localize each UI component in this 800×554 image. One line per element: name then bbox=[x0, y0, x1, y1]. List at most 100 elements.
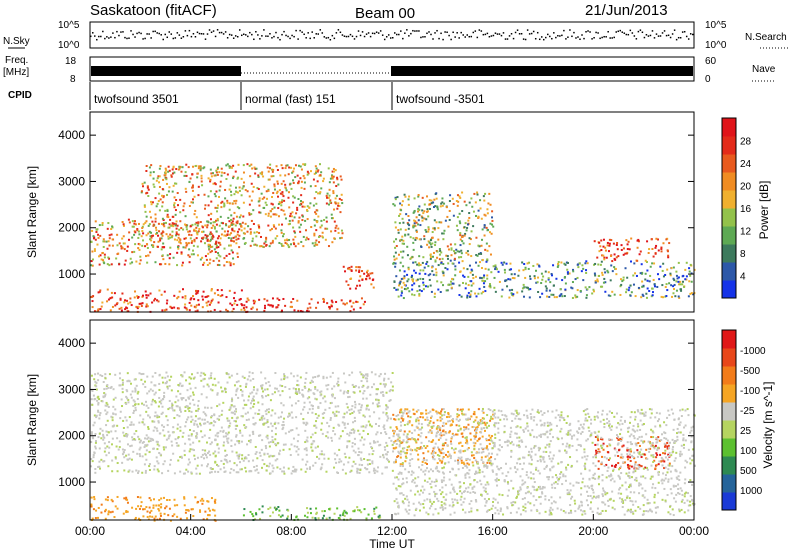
velocity-echo-cell bbox=[279, 384, 282, 387]
velocity-echo-cell bbox=[183, 449, 186, 452]
power-echo-cell bbox=[133, 222, 136, 225]
power-echo-cell bbox=[195, 237, 198, 240]
power-echo-cell bbox=[175, 231, 178, 234]
velocity-echo-cell bbox=[338, 437, 341, 440]
velocity-echo-cell bbox=[168, 407, 171, 410]
velocity-echo-cell bbox=[399, 453, 402, 456]
power-echo-cell bbox=[191, 201, 194, 204]
velocity-echo-cell bbox=[334, 433, 337, 436]
velocity-echo-cell bbox=[297, 433, 300, 436]
velocity-echo-cell bbox=[300, 468, 303, 471]
power-echo-cell bbox=[492, 265, 495, 268]
velocity-echo-cell bbox=[170, 405, 173, 408]
velocity-echo-cell bbox=[167, 430, 170, 433]
velocity-echo-cell bbox=[252, 433, 255, 436]
power-echo-cell bbox=[628, 248, 631, 251]
power-echo-cell bbox=[278, 241, 281, 244]
power-echo-cell bbox=[279, 192, 282, 195]
power-echo-cell bbox=[150, 203, 153, 206]
velocity-echo-cell bbox=[659, 453, 662, 456]
power-echo-cell bbox=[187, 166, 190, 169]
velocity-echo-cell bbox=[309, 507, 312, 510]
velocity-echo-cell bbox=[400, 417, 403, 420]
power-echo-cell bbox=[257, 224, 260, 227]
power-echo-cell bbox=[599, 245, 602, 248]
power-echo-cell bbox=[256, 244, 259, 247]
velocity-echo-cell bbox=[172, 452, 175, 455]
velocity-echo-cell bbox=[555, 424, 558, 427]
velocity-echo-cell bbox=[110, 498, 113, 501]
velocity-echo-cell bbox=[118, 384, 121, 387]
power-echo-cell bbox=[121, 221, 124, 224]
power-colorbar-label: Power [dB] bbox=[757, 181, 771, 240]
noise-point bbox=[655, 33, 658, 35]
power-echo-cell bbox=[240, 225, 243, 228]
velocity-echo-cell bbox=[223, 466, 226, 469]
power-echo-cell bbox=[171, 234, 174, 237]
velocity-echo-cell bbox=[319, 394, 322, 397]
velocity-echo-cell bbox=[314, 397, 317, 400]
velocity-echo-cell bbox=[107, 405, 110, 408]
power-echo-cell bbox=[173, 171, 176, 174]
velocity-echo-cell bbox=[134, 406, 137, 409]
power-echo-cell bbox=[141, 230, 144, 233]
power-echo-cell bbox=[215, 241, 218, 244]
power-echo-cell bbox=[322, 180, 325, 183]
power-echo-cell bbox=[403, 277, 406, 280]
power-echo-cell bbox=[133, 296, 136, 299]
noise-point bbox=[142, 38, 144, 40]
velocity-echo-cell bbox=[377, 401, 380, 404]
velocity-echo-cell bbox=[345, 446, 348, 449]
power-echo-cell bbox=[108, 264, 111, 267]
power-echo-cell bbox=[466, 296, 469, 299]
power-echo-cell bbox=[155, 232, 158, 235]
velocity-echo-cell bbox=[373, 512, 376, 515]
noise-point bbox=[166, 36, 169, 39]
noise-point bbox=[351, 35, 354, 38]
velocity-echo-cell bbox=[162, 496, 165, 499]
velocity-echo-cell bbox=[94, 468, 97, 471]
power-echo-cell bbox=[427, 226, 430, 229]
power-echo-cell bbox=[240, 303, 243, 306]
power-echo-cell bbox=[205, 258, 208, 261]
noise-point bbox=[110, 36, 112, 38]
velocity-echo-cell bbox=[159, 506, 162, 509]
power-echo-cell bbox=[296, 299, 299, 302]
velocity-echo-cell bbox=[274, 507, 277, 510]
power-echo-cell bbox=[297, 197, 300, 200]
velocity-echo-cell bbox=[295, 416, 298, 419]
velocity-echo-cell bbox=[456, 415, 459, 418]
power-echo-cell bbox=[181, 264, 184, 267]
velocity-echo-cell bbox=[332, 429, 335, 432]
power-echo-cell bbox=[107, 240, 110, 243]
velocity-echo-cell bbox=[415, 420, 418, 423]
velocity-echo-cell bbox=[245, 403, 248, 406]
power-echo-cell bbox=[418, 213, 421, 216]
noise-point bbox=[645, 33, 648, 36]
power-echo-cell bbox=[161, 205, 164, 208]
velocity-echo-cell bbox=[252, 416, 255, 419]
power-echo-cell bbox=[220, 201, 223, 204]
noise-point bbox=[122, 31, 124, 33]
velocity-echo-cell bbox=[627, 458, 630, 461]
velocity-echo-cell bbox=[481, 448, 484, 451]
power-echo-cell bbox=[233, 302, 236, 305]
power-echo-cell bbox=[426, 210, 429, 213]
velocity-echo-cell bbox=[227, 437, 230, 440]
velocity-echo-cell bbox=[171, 515, 174, 518]
noise-point bbox=[383, 38, 386, 41]
velocity-echo-cell bbox=[678, 492, 681, 495]
velocity-echo-cell bbox=[384, 431, 387, 434]
power-echo-cell bbox=[480, 244, 483, 247]
power-echo-cell bbox=[331, 170, 334, 173]
power-echo-cell bbox=[230, 214, 233, 217]
power-echo-cell bbox=[211, 245, 214, 248]
power-echo-cell bbox=[263, 196, 266, 199]
power-echo-cell bbox=[527, 267, 530, 270]
velocity-echo-cell bbox=[334, 405, 337, 408]
velocity-echo-cell bbox=[234, 443, 237, 446]
velocity-echo-cell bbox=[405, 451, 408, 454]
power-echo-cell bbox=[284, 186, 287, 189]
velocity-echo-cell bbox=[373, 411, 376, 414]
velocity-echo-cell bbox=[196, 464, 199, 467]
